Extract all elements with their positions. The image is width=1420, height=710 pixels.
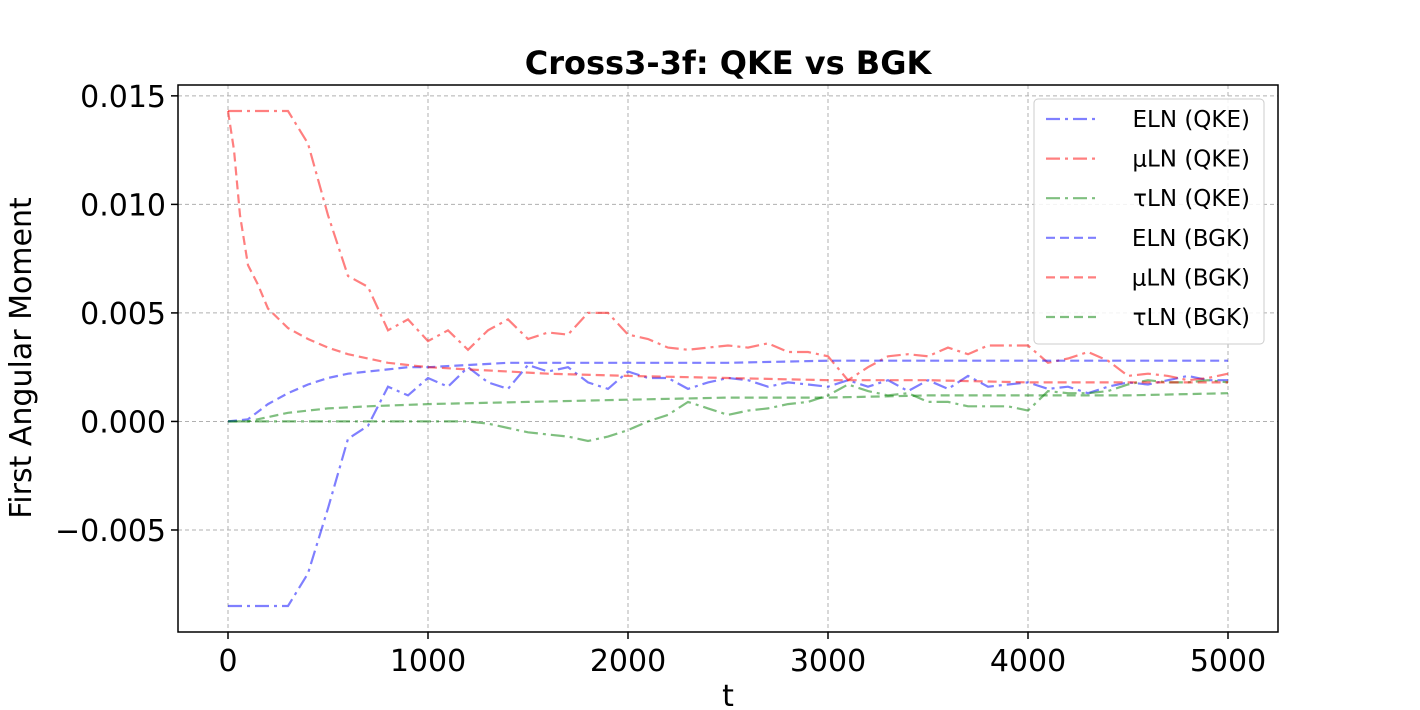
y-axis-label: First Angular Moment (4, 197, 39, 519)
legend-label: ELN (BGK) (1132, 226, 1250, 252)
y-tick-label: 0.010 (80, 188, 166, 223)
plot-frame (177, 84, 1279, 633)
legend-label: μLN (QKE) (1132, 147, 1250, 173)
x-axis-label: t (722, 679, 734, 710)
series-line (226, 110, 1228, 384)
chart-title: Cross3-3f: QKE vs BGK (525, 44, 933, 82)
axis-ticks: 0 1000 2000 3000 4000 5000 −0.005 0.000 0.005 0.0… (55, 80, 1266, 679)
legend-label: τLN (QKE) (1133, 186, 1250, 212)
legend-box (1033, 98, 1265, 345)
x-tick-label: 2000 (590, 644, 666, 679)
legend-label: τLN (BGK) (1133, 305, 1250, 331)
y-tick-label: 0.005 (80, 297, 166, 332)
legend-label: μLN (BGK) (1132, 265, 1250, 291)
grid (178, 85, 1278, 632)
x-tick-label: 0 (218, 644, 237, 679)
y-tick-label: −0.005 (55, 514, 166, 549)
x-tick-label: 1000 (390, 644, 466, 679)
x-tick-label: 4000 (990, 644, 1066, 679)
y-tick-label: 0.000 (80, 405, 166, 440)
series-line (228, 109, 1229, 382)
legend: ELN (QKE) μLN (QKE) τLN (QKE) ELN (BGK) μLN … (1033, 98, 1265, 345)
series-line (228, 392, 1229, 423)
y-tick-label: 0.015 (80, 80, 166, 115)
series-line (228, 363, 1228, 608)
series-lines (226, 109, 1229, 608)
x-tick-label: 3000 (790, 644, 866, 679)
x-tick-label: 5000 (1190, 644, 1266, 679)
series-line (227, 359, 1228, 423)
legend-label: ELN (QKE) (1132, 107, 1250, 133)
series-line (228, 379, 1229, 443)
